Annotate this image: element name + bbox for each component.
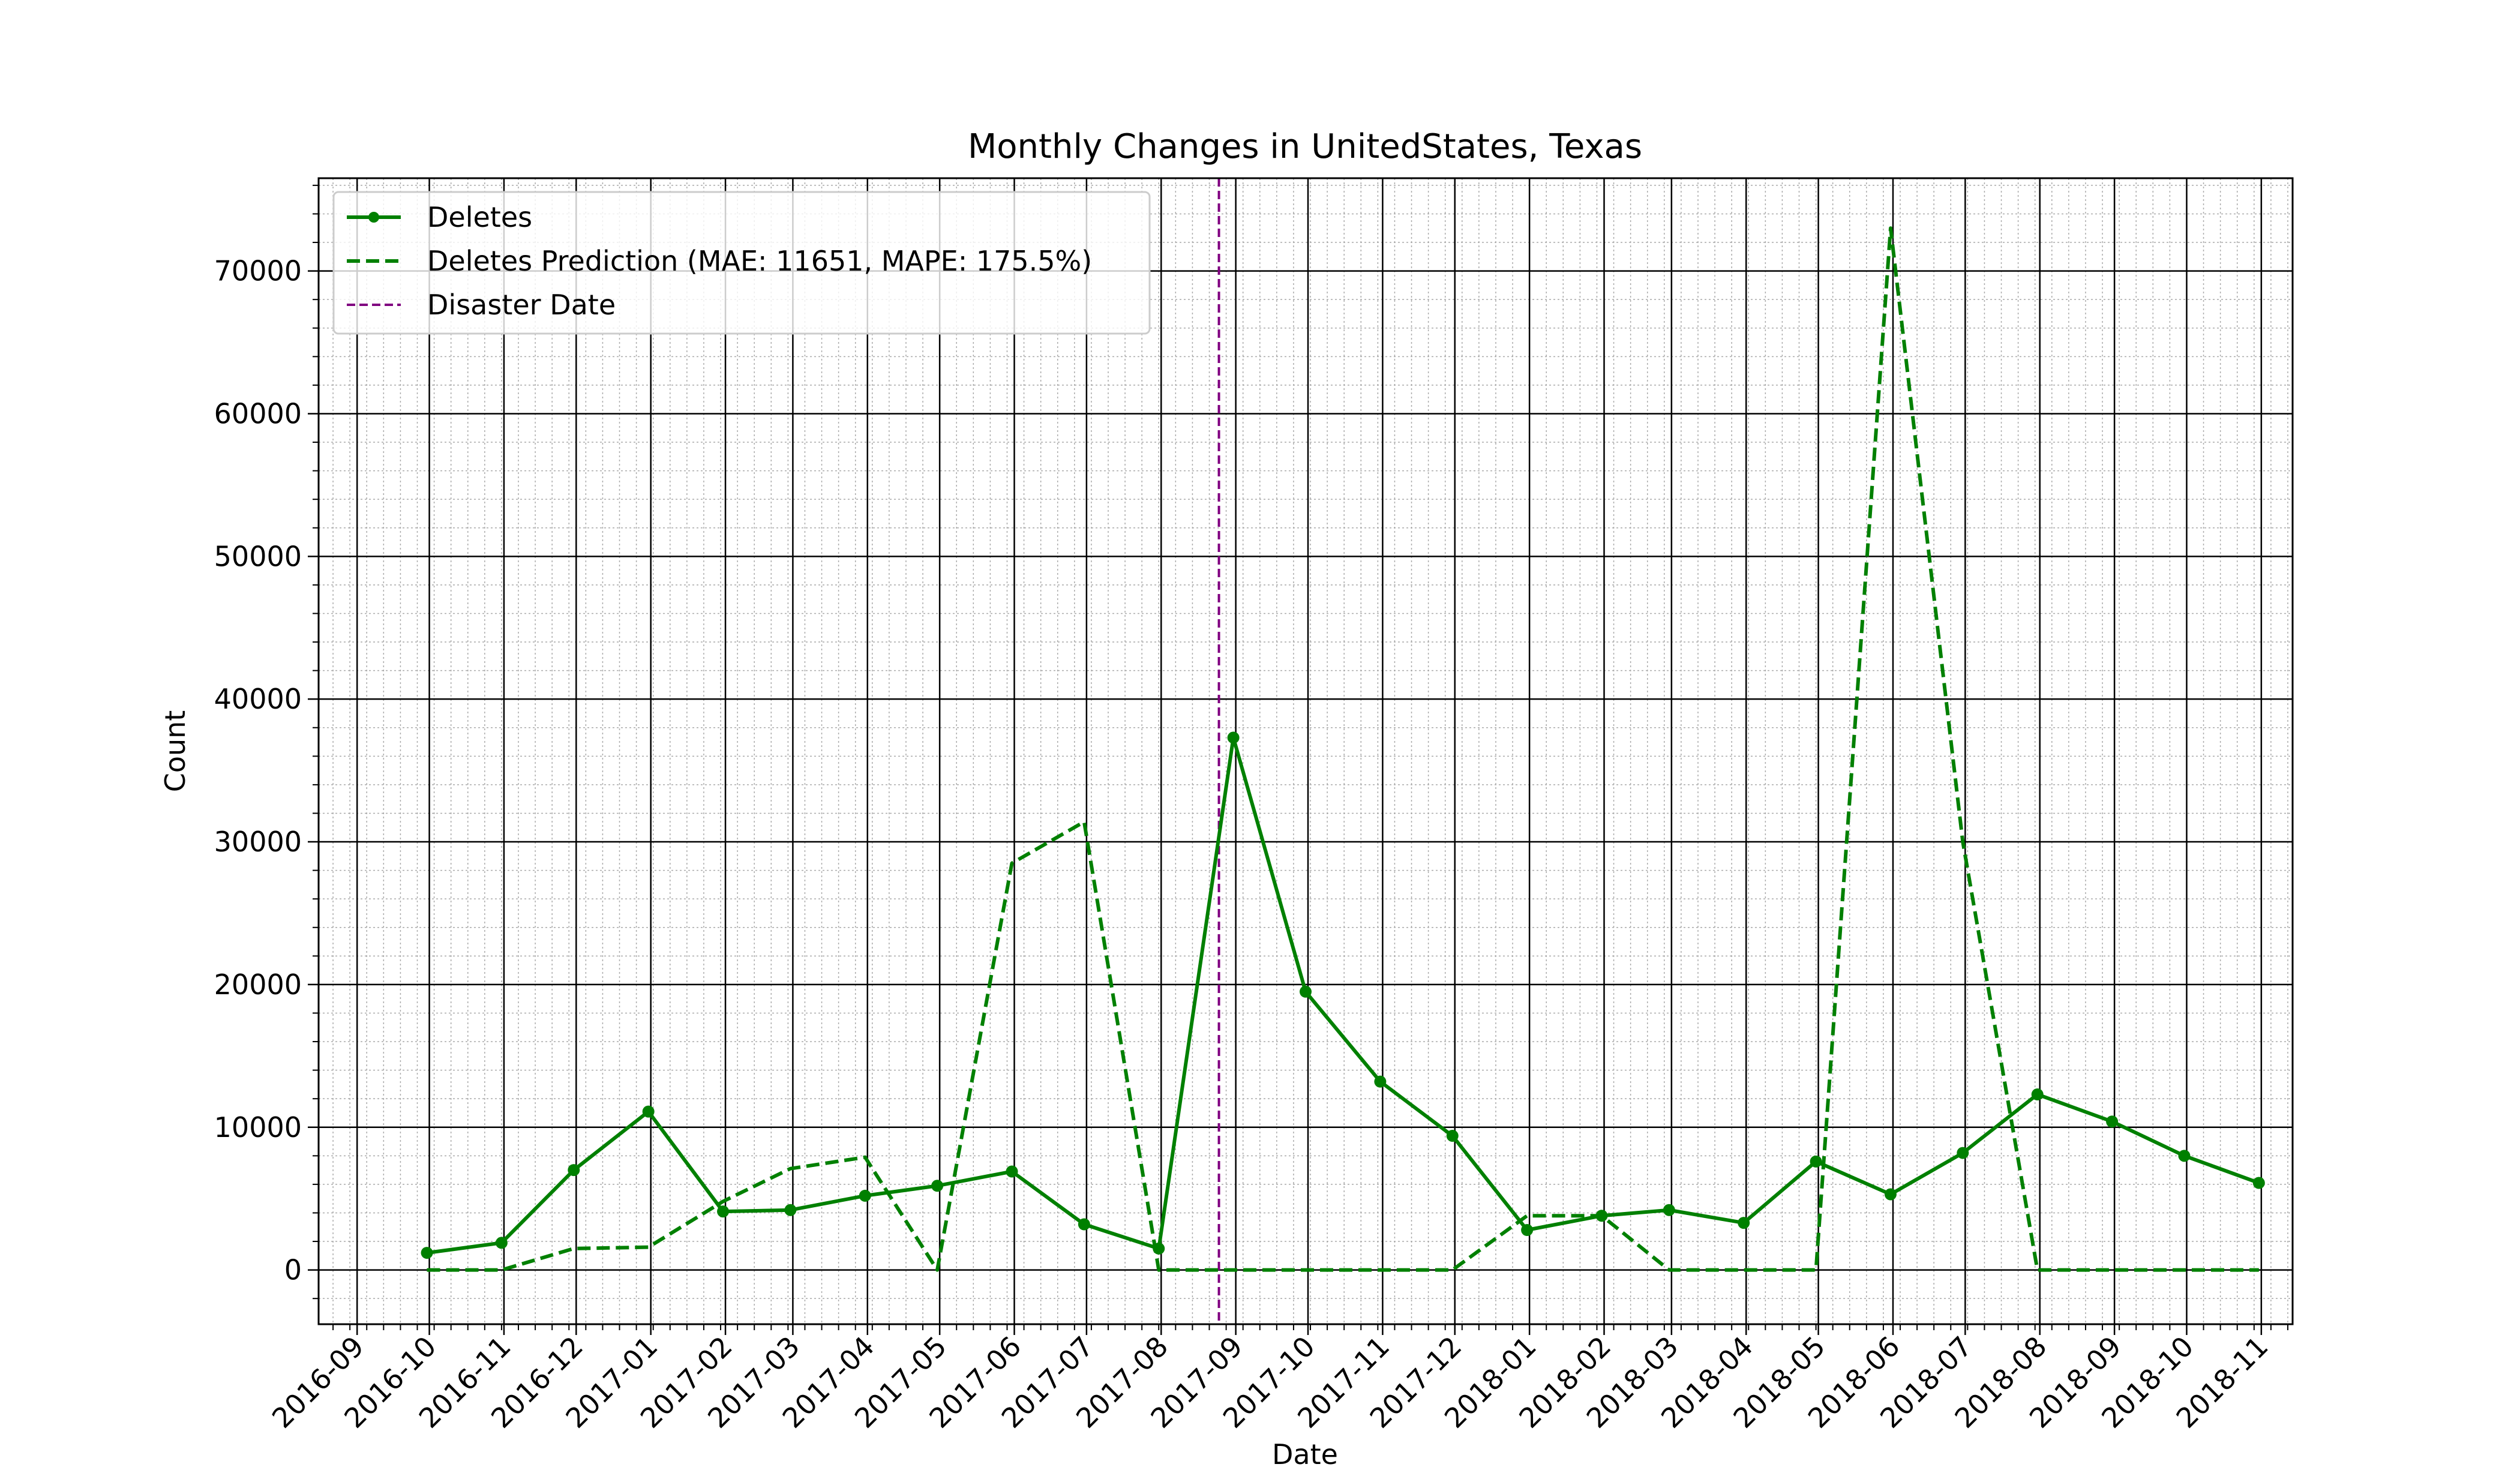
plot-area (317, 177, 2294, 1325)
legend: Deletes Deletes Prediction (MAE: 11651, … (332, 191, 1151, 335)
y-tick-label: 20000 (214, 968, 302, 1001)
deletes-data-point (784, 1204, 797, 1216)
deletes-data-point (1884, 1188, 1897, 1201)
y-tick-label: 70000 (214, 255, 302, 287)
deletes-data-point (1078, 1218, 1090, 1231)
deletes-data-point (1153, 1242, 1165, 1255)
deletes-data-point (1810, 1155, 1822, 1168)
series-layer (421, 178, 2265, 1324)
deletes-data-point (2252, 1177, 2265, 1189)
deletes-data-point (1738, 1217, 1750, 1229)
chart-title: Monthly Changes in UnitedStates, Texas (968, 127, 1642, 166)
minor-grid (319, 178, 2293, 1324)
deletes-data-point (421, 1247, 433, 1259)
deletes-data-point (1521, 1224, 1534, 1237)
deletes-data-point (931, 1180, 944, 1192)
deletes-data-point (2031, 1088, 2044, 1101)
deletes-data-point (717, 1205, 730, 1218)
deletes-data-point (568, 1164, 580, 1177)
deletes-data-point (1663, 1204, 1675, 1216)
deletes-series-line (427, 736, 2260, 1255)
prediction-series-line (427, 226, 2259, 1272)
y-axis: 0 10000 20000 30000 40000 50000 60000 70000 (214, 184, 319, 1300)
deletes-data-point (2106, 1115, 2119, 1128)
y-tick-label: 30000 (214, 826, 302, 858)
deletes-data-point (859, 1189, 871, 1202)
y-axis-label: Count (159, 710, 191, 793)
deletes-data-point (1227, 731, 1240, 744)
legend-box (332, 191, 1151, 335)
deletes-data-point (1006, 1165, 1018, 1178)
x-axis-label: Date (1272, 1438, 1338, 1470)
y-tick-label: 60000 (214, 397, 302, 430)
legend-deletes-label: Deletes (427, 201, 532, 233)
y-tick-label: 0 (284, 1254, 302, 1286)
deletes-data-point (2178, 1150, 2191, 1162)
y-tick-label: 40000 (214, 683, 302, 715)
legend-disaster-label: Disaster Date (427, 289, 616, 321)
deletes-data-point (495, 1237, 508, 1249)
deletes-data-point (1374, 1075, 1387, 1088)
legend-prediction-label: Deletes Prediction (MAE: 11651, MAPE: 17… (427, 245, 1092, 277)
deletes-data-point (1957, 1147, 1969, 1159)
deletes-data-point (642, 1105, 655, 1118)
deletes-data-point (1300, 985, 1312, 998)
y-tick-label: 50000 (214, 540, 302, 572)
y-tick-label: 10000 (214, 1111, 302, 1144)
deletes-data-point (1595, 1210, 1608, 1222)
deletes-data-point (1446, 1130, 1459, 1142)
legend-deletes-marker (368, 212, 379, 223)
